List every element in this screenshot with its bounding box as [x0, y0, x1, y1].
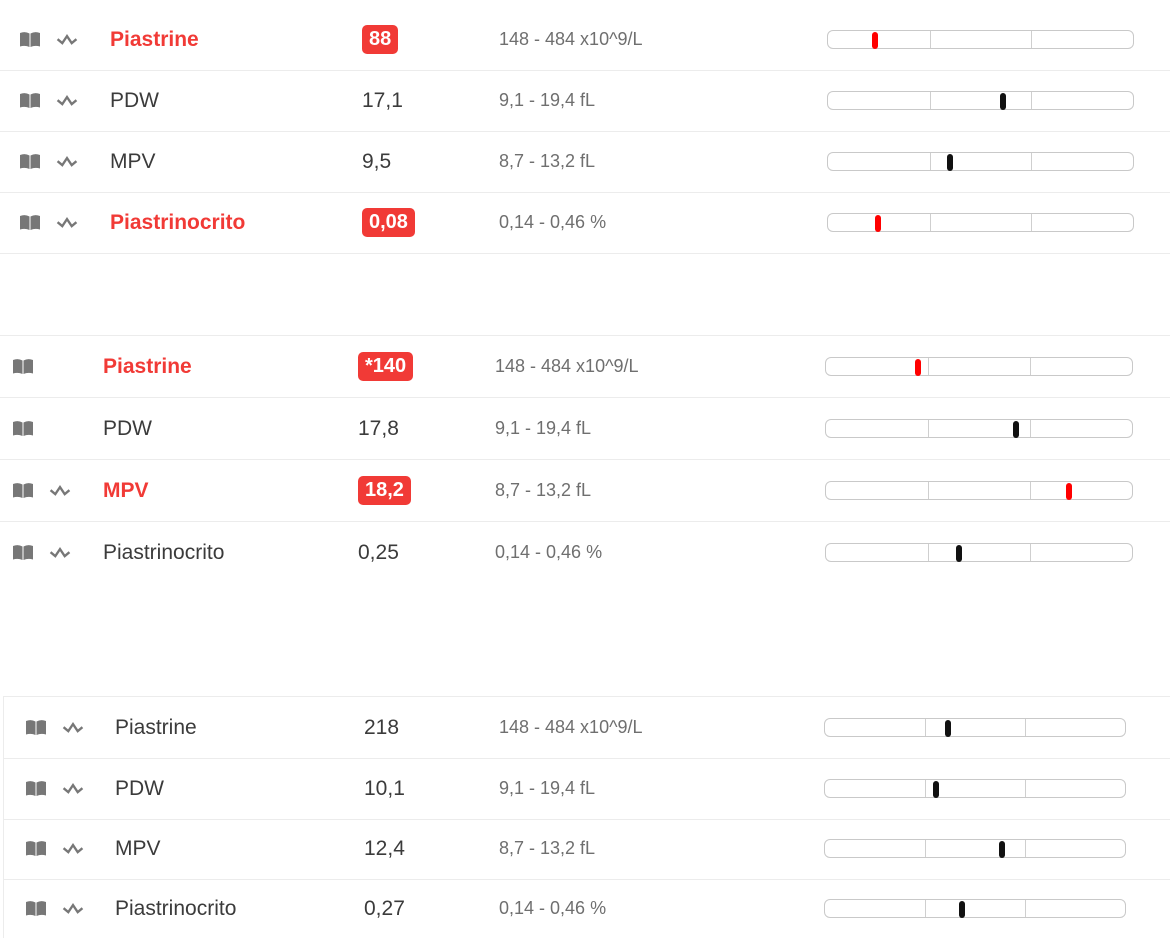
result-row: Piastrinocrito 0,08 0,14 - 0,46 %: [0, 192, 1170, 254]
range-marker: [999, 841, 1005, 858]
result-row: PDW 17,8 9,1 - 19,4 fL: [0, 398, 1170, 460]
reference-range: 148 - 484 x10^9/L: [499, 29, 643, 49]
reference-range: 9,1 - 19,4 fL: [495, 418, 592, 438]
range-bar: [825, 357, 1133, 376]
trend-icon[interactable]: [62, 780, 84, 798]
result-row: Piastrine *140 148 - 484 x10^9/L: [0, 336, 1170, 398]
result-row: PDW 17,1 9,1 - 19,4 fL: [0, 70, 1170, 132]
test-value: 18,2: [358, 476, 411, 505]
trend-icon[interactable]: [56, 214, 78, 232]
test-value: 9,5: [362, 149, 392, 173]
test-name: Piastrinocrito: [110, 210, 246, 234]
range-marker: [947, 154, 953, 171]
reference-range: 9,1 - 19,4 fL: [499, 778, 596, 798]
range-marker: [1000, 93, 1007, 110]
range-bar: [825, 419, 1133, 438]
test-name: PDW: [110, 88, 159, 112]
range-bar: [825, 543, 1133, 562]
reference-range: 8,7 - 13,2 fL: [499, 838, 596, 858]
test-value: 10,1: [364, 776, 405, 800]
book-icon[interactable]: [19, 153, 41, 171]
result-row: MPV 18,2 8,7 - 13,2 fL: [0, 460, 1170, 522]
reference-range: 8,7 - 13,2 fL: [499, 151, 596, 171]
test-name: Piastrine: [115, 715, 197, 739]
test-value: 0,25: [358, 540, 399, 564]
reference-range: 8,7 - 13,2 fL: [495, 480, 592, 500]
book-icon[interactable]: [12, 358, 34, 376]
range-marker: [872, 32, 879, 49]
range-bar: [824, 718, 1126, 737]
book-icon[interactable]: [25, 719, 47, 737]
range-bar: [824, 839, 1126, 858]
book-icon[interactable]: [12, 482, 34, 500]
test-name: MPV: [110, 149, 156, 173]
book-icon[interactable]: [12, 420, 34, 438]
test-value: 12,4: [364, 836, 405, 860]
range-bar: [824, 899, 1126, 918]
reference-range: 0,14 - 0,46 %: [495, 542, 603, 562]
reference-range: 148 - 484 x10^9/L: [495, 356, 639, 376]
range-bar: [825, 481, 1133, 500]
range-marker: [945, 720, 951, 737]
reference-range: 148 - 484 x10^9/L: [499, 717, 643, 737]
test-name: Piastrine: [103, 354, 192, 378]
result-row: Piastrinocrito 0,25 0,14 - 0,46 %: [0, 522, 1170, 583]
test-name: MPV: [115, 836, 161, 860]
range-marker: [875, 215, 882, 232]
test-name: MPV: [103, 478, 149, 502]
range-marker: [956, 545, 963, 562]
trend-icon[interactable]: [49, 482, 71, 500]
range-bar: [827, 152, 1134, 171]
test-name: Piastrine: [110, 27, 199, 51]
trend-icon[interactable]: [56, 153, 78, 171]
result-row: MPV 9,5 8,7 - 13,2 fL: [0, 131, 1170, 193]
book-icon[interactable]: [25, 780, 47, 798]
range-marker: [958, 901, 965, 918]
range-bar: [824, 779, 1126, 798]
result-row: Piastrine 88 148 - 484 x10^9/L: [0, 9, 1170, 71]
trend-icon[interactable]: [49, 544, 71, 562]
trend-icon[interactable]: [56, 31, 78, 49]
result-row: MPV 12,4 8,7 - 13,2 fL: [4, 818, 1170, 880]
lab-results-group-2: Piastrine *140 148 - 484 x10^9/L PDW 17,…: [0, 335, 1170, 586]
test-value: 17,8: [358, 416, 399, 440]
test-value: 0,27: [364, 896, 405, 920]
book-icon[interactable]: [19, 92, 41, 110]
range-marker: [914, 359, 921, 376]
result-row: Piastrinocrito 0,27 0,14 - 0,46 %: [4, 878, 1170, 939]
test-name: Piastrinocrito: [115, 896, 237, 920]
book-icon[interactable]: [19, 31, 41, 49]
trend-icon[interactable]: [62, 719, 84, 737]
range-marker: [1066, 483, 1073, 500]
range-bar: [827, 30, 1134, 49]
range-bar: [827, 213, 1134, 232]
reference-range: 0,14 - 0,46 %: [499, 898, 607, 918]
test-value: 88: [362, 25, 399, 54]
reference-range: 0,14 - 0,46 %: [499, 212, 607, 232]
book-icon[interactable]: [19, 214, 41, 232]
test-value: *140: [358, 352, 414, 381]
book-icon[interactable]: [25, 840, 47, 858]
range-marker: [1012, 421, 1019, 438]
trend-icon[interactable]: [62, 840, 84, 858]
test-name: PDW: [103, 416, 152, 440]
trend-icon[interactable]: [62, 900, 84, 918]
test-value: 218: [364, 715, 400, 739]
test-name: PDW: [115, 776, 164, 800]
reference-range: 9,1 - 19,4 fL: [499, 90, 596, 110]
trend-icon[interactable]: [56, 92, 78, 110]
result-row: Piastrine 218 148 - 484 x10^9/L: [4, 697, 1170, 759]
range-bar: [827, 91, 1134, 110]
test-value: 17,1: [362, 88, 403, 112]
test-value: 0,08: [362, 208, 415, 237]
book-icon[interactable]: [25, 900, 47, 918]
result-row: PDW 10,1 9,1 - 19,4 fL: [4, 758, 1170, 820]
lab-results-group-3: Piastrine 218 148 - 484 x10^9/L PDW 10,1…: [3, 696, 1170, 938]
lab-results-group-1: Piastrine 88 148 - 484 x10^9/L PDW 17,1 …: [0, 9, 1170, 254]
book-icon[interactable]: [12, 544, 34, 562]
test-name: Piastrinocrito: [103, 540, 225, 564]
range-marker: [933, 781, 939, 798]
